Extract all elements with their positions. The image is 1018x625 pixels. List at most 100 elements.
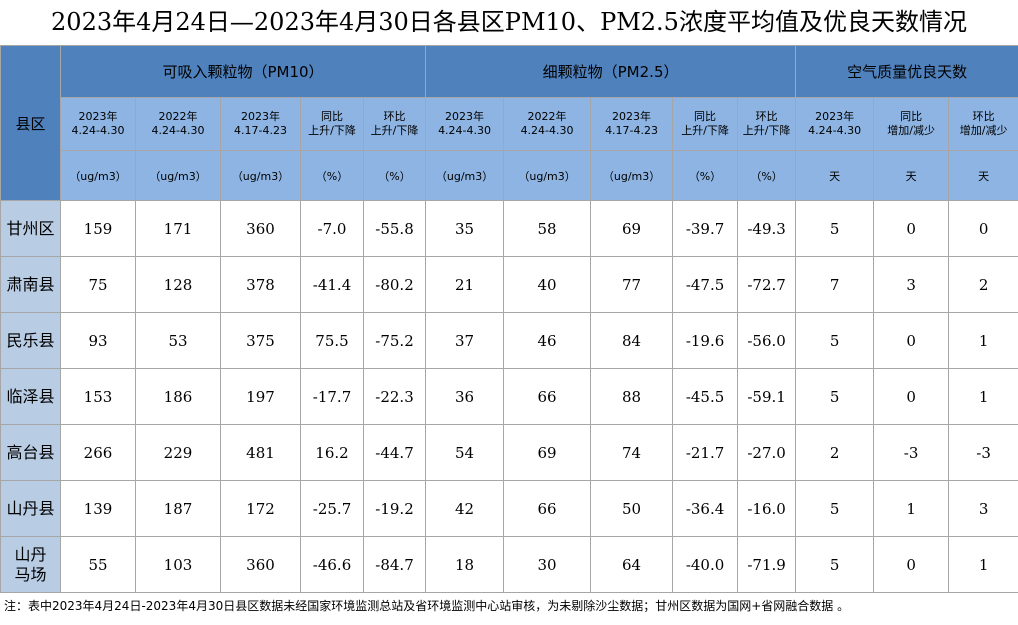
cell: -19.2 [362,480,427,537]
cell: 139 [60,480,136,537]
cell: -36.4 [672,480,739,537]
unit-header: （ug/m3） [135,150,221,201]
data-row: 临泽县 153 186 197 -17.7 -22.3 36 66 88 -45.5 -59.1 5 0… [0,368,1018,425]
unit-header: （%） [362,150,427,201]
unit-header: （%） [672,150,739,201]
region-name: 山丹 马场 [0,536,61,593]
cell: 77 [590,256,674,313]
region-name: 甘州区 [0,200,61,257]
cell: 69 [590,200,674,257]
cell: 55 [60,536,136,593]
cell: 16.2 [300,424,364,481]
footnote: 注：表中2023年4月24日-2023年4月30日县区数据未经国家环境监测总站及… [4,599,850,613]
unit-row: （ug/m3） （ug/m3） （ug/m3） （%） （%） （ug/m3） （ug/m3… [1,150,1018,201]
cell: -3 [873,424,950,481]
cell: 2 [795,424,875,481]
cell: 187 [135,480,221,537]
cell: 74 [590,424,674,481]
data-row: 山丹 马场 55 103 360 -46.6 -84.7 18 30 64 -40.0 -71.9 5… [0,536,1018,593]
cell: 1 [873,480,950,537]
cell: 0 [873,536,950,593]
cell: 66 [503,368,592,425]
cell: 171 [135,200,221,257]
unit-header: （ug/m3） [590,150,674,201]
cell: -75.2 [362,312,427,369]
group-header: 细颗粒物（PM2.5） [425,45,797,98]
unit-header: 天 [795,150,875,201]
cell: 7 [795,256,875,313]
cell: 42 [425,480,505,537]
cell: -21.7 [672,424,739,481]
cell: -16.0 [737,480,797,537]
cell: -44.7 [362,424,427,481]
cell: 0 [948,200,1018,257]
cell: 30 [503,536,592,593]
cell: 0 [873,368,950,425]
cell: 50 [590,480,674,537]
unit-header: （ug/m3） [425,150,505,201]
unit-header: （%） [300,150,364,201]
cell: 54 [425,424,505,481]
cell: -19.6 [672,312,739,369]
data-row: 甘州区 159 171 360 -7.0 -55.8 35 58 69 -39.7 -49.3 5 0 0 [0,200,1018,257]
cell: 64 [590,536,674,593]
cell: 378 [220,256,301,313]
region-name: 高台县 [0,424,61,481]
cell: -55.8 [362,200,427,257]
cell: 266 [60,424,136,481]
cell: -27.0 [737,424,797,481]
column-header: 2023年 4.24-4.30 [425,97,505,151]
cell: 103 [135,536,221,593]
cell: 1 [948,536,1018,593]
column-header: 2023年 4.24-4.30 [795,97,875,151]
region-header: 县区 [0,45,61,201]
cell: 36 [425,368,505,425]
cell: 128 [135,256,221,313]
header-row: 2023年 4.24-4.30 2022年 4.24-4.30 2023年 4.17… [1,97,1018,151]
column-header: 同比 上升/下降 [300,97,364,151]
unit-header: （%） [737,150,797,201]
column-header: 2022年 4.24-4.30 [135,97,221,151]
unit-header: 天 [948,150,1018,201]
data-row: 山丹县 139 187 172 -25.7 -19.2 42 66 50 -36.4 -16.0 5 1… [0,480,1018,537]
cell: -45.5 [672,368,739,425]
region-name: 肃南县 [0,256,61,313]
cell: 3 [873,256,950,313]
column-header: 同比 上升/下降 [672,97,739,151]
header-row: 县区 可吸入颗粒物（PM10） 细颗粒物（PM2.5） 空气质量优良天数 [0,45,1018,201]
cell: 481 [220,424,301,481]
cell: 93 [60,312,136,369]
cell: 88 [590,368,674,425]
cell: -47.5 [672,256,739,313]
cell: -3 [948,424,1018,481]
unit-header: （ug/m3） [220,150,301,201]
unit-header: 天 [873,150,950,201]
cell: -71.9 [737,536,797,593]
column-header: 2023年 4.17-4.23 [590,97,674,151]
cell: 1 [948,368,1018,425]
cell: -84.7 [362,536,427,593]
cell: 69 [503,424,592,481]
cell: -46.6 [300,536,364,593]
data-row: 民乐县 93 53 375 75.5 -75.2 37 46 84 -19.6 -56.0 5 0 1 [0,312,1018,369]
cell: 0 [873,200,950,257]
column-header: 环比 上升/下降 [737,97,797,151]
cell: -40.0 [672,536,739,593]
cell: -22.3 [362,368,427,425]
column-header: 2022年 4.24-4.30 [503,97,592,151]
cell: 53 [135,312,221,369]
data-row: 肃南县 75 128 378 -41.4 -80.2 21 40 77 -47.5 -72.7 7 3 2 [0,256,1018,313]
cell: -17.7 [300,368,364,425]
data-table: 县区 可吸入颗粒物（PM10） 细颗粒物（PM2.5） 空气质量优良天数 2023年 4… [0,45,1018,593]
cell: 1 [948,312,1018,369]
cell: 40 [503,256,592,313]
group-header: 空气质量优良天数 [795,45,1018,98]
cell: 75 [60,256,136,313]
cell: 18 [425,536,505,593]
column-header: 同比 增加/减少 [873,97,950,151]
cell: 153 [60,368,136,425]
cell: -25.7 [300,480,364,537]
column-header: 2023年 4.17-4.23 [220,97,301,151]
cell: 197 [220,368,301,425]
